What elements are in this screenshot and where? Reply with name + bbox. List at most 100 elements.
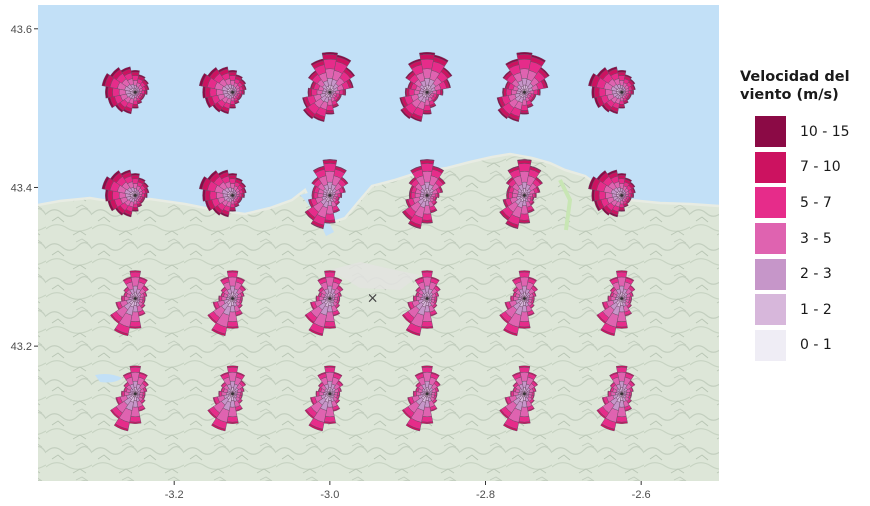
- rose-segment: [226, 365, 239, 368]
- rose-segment: [113, 328, 129, 337]
- site-marker: ×: [367, 291, 379, 307]
- rose-segment: [510, 390, 515, 397]
- x-tick-label: -2.8: [476, 489, 495, 501]
- rose-segment: [588, 176, 597, 190]
- rose-segment: [324, 270, 336, 273]
- rose-segment: [129, 365, 142, 368]
- rose-segment: [229, 103, 236, 108]
- rose-segment: [510, 390, 512, 397]
- legend-swatch: [754, 257, 787, 291]
- rose-segment: [229, 207, 236, 211]
- rose-segment: [217, 169, 229, 176]
- rose-segment: [591, 86, 595, 99]
- rose-segment: [624, 74, 633, 79]
- rose-segment: [607, 295, 609, 302]
- rose-segment: [131, 106, 139, 109]
- rose-segment: [317, 276, 327, 282]
- rose-segment: [630, 391, 632, 396]
- rose-segment: [227, 271, 239, 278]
- wind-rose: [499, 365, 539, 432]
- urban-area: [330, 262, 420, 290]
- legend-item: 2 - 3: [740, 256, 865, 292]
- rose-segment: [138, 74, 146, 79]
- land-area: [38, 154, 719, 481]
- rose-segment: [207, 314, 218, 324]
- wind-rose: [302, 52, 356, 122]
- rose-segment: [219, 295, 223, 302]
- rose-segment: [404, 87, 407, 97]
- rose-segment: [518, 320, 531, 328]
- rose-segment: [528, 276, 537, 282]
- rose-segment: [321, 52, 338, 56]
- rose-segment: [528, 371, 537, 377]
- rose-segment: [430, 371, 440, 377]
- rose-segment: [496, 97, 503, 109]
- rose-segment: [144, 391, 146, 396]
- rose-segment: [130, 70, 140, 73]
- rose-segment: [121, 390, 123, 397]
- rose-segment: [504, 397, 509, 406]
- x-tick-label: -3.0: [320, 489, 339, 501]
- rose-segment: [121, 295, 125, 302]
- wind-rose: [401, 365, 441, 432]
- rose-segment: [241, 386, 245, 392]
- rose-segment: [531, 54, 546, 63]
- rose-segment: [212, 397, 218, 406]
- rose-segment: [539, 67, 550, 77]
- rose-segment: [630, 296, 632, 301]
- rose-segment: [598, 87, 607, 97]
- rose-segment: [211, 423, 226, 432]
- rose-center: [133, 90, 137, 94]
- rose-segment: [218, 295, 220, 302]
- rose-center: [425, 194, 429, 197]
- rose-segment: [601, 397, 607, 406]
- rose-segment: [413, 390, 417, 397]
- rose-segment: [618, 103, 625, 108]
- rose-segment: [211, 328, 226, 337]
- rose-segment: [304, 314, 315, 324]
- rose-segment: [503, 423, 518, 432]
- rose-segment: [516, 54, 533, 60]
- rose-segment: [242, 84, 247, 91]
- wind-rose: [304, 365, 344, 432]
- rose-segment: [414, 276, 424, 282]
- rose-segment: [630, 386, 634, 392]
- rose-segment: [325, 112, 335, 115]
- rose-segment: [436, 386, 440, 392]
- rose-segment: [324, 365, 336, 368]
- legend-title-line2: viento (m/s): [740, 87, 839, 103]
- rose-segment: [145, 84, 150, 91]
- rose-segment: [519, 112, 529, 115]
- y-axis: 43.6 43.4 43.2: [11, 24, 38, 353]
- rose-segment: [401, 211, 412, 221]
- rose-segment: [324, 320, 336, 328]
- rose-segment: [510, 295, 512, 302]
- rose-segment: [615, 320, 628, 328]
- rose-segment: [532, 284, 539, 291]
- rose-segment: [419, 54, 435, 60]
- rose-segment: [517, 163, 531, 173]
- rose-center: [425, 392, 429, 396]
- rose-segment: [511, 371, 521, 377]
- rose-segment: [518, 416, 531, 423]
- rose-segment: [616, 366, 628, 373]
- rose-segment: [422, 109, 432, 114]
- rose-segment: [313, 192, 319, 199]
- rose-segment: [304, 211, 314, 221]
- rose-segment: [207, 67, 218, 78]
- rose-center: [133, 194, 137, 197]
- rose-segment: [439, 186, 444, 193]
- rose-segment: [323, 163, 337, 173]
- rose-segment: [606, 66, 618, 73]
- rose-segment: [520, 109, 529, 114]
- wind-rose: [198, 169, 247, 218]
- rose-segment: [533, 386, 537, 392]
- rose-segment: [143, 181, 149, 188]
- rose-segment: [121, 390, 125, 397]
- rose-segment: [144, 291, 148, 297]
- rose-center: [231, 392, 234, 396]
- rose-segment: [204, 189, 211, 202]
- rose-segment: [144, 386, 148, 392]
- rose-segment: [235, 177, 243, 182]
